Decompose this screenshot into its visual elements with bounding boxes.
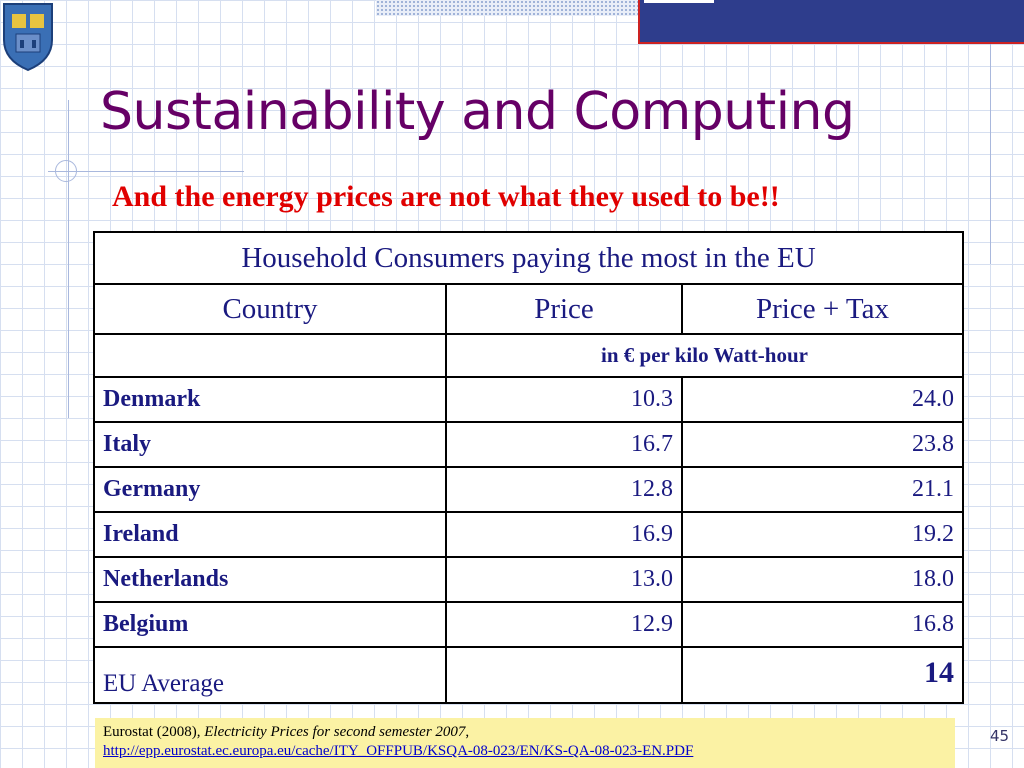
price-cell: 16.7 [445, 421, 683, 468]
table-row: Belgium 12.9 16.8 [93, 601, 964, 648]
table-row: Netherlands 13.0 18.0 [93, 556, 964, 603]
slide-subtitle: And the energy prices are not what they … [112, 180, 780, 213]
price-tax-cell: 24.0 [681, 376, 964, 423]
average-label: EU Average [93, 646, 447, 704]
price-cell: 13.0 [445, 556, 683, 603]
column-header-country: Country [93, 283, 447, 335]
table-row: Germany 12.8 21.1 [93, 466, 964, 513]
table-row: Italy 16.7 23.8 [93, 421, 964, 468]
guide-line-vertical [68, 100, 69, 418]
header-bar [638, 0, 1024, 44]
table-row-average: EU Average 14 [93, 646, 964, 704]
price-tax-cell: 19.2 [681, 511, 964, 558]
price-cell: 12.8 [445, 466, 683, 513]
price-tax-cell: 23.8 [681, 421, 964, 468]
page-number: 45 [990, 727, 1010, 745]
table-caption: Household Consumers paying the most in t… [93, 231, 964, 285]
table-row: Ireland 16.9 19.2 [93, 511, 964, 558]
column-header-price-tax: Price + Tax [681, 283, 964, 335]
country-cell: Denmark [93, 376, 447, 423]
price-cell: 16.9 [445, 511, 683, 558]
source-title: Electricity Prices for second semester 2… [204, 724, 466, 740]
country-cell: Ireland [93, 511, 447, 558]
source-prefix: Eurostat (2008), [103, 724, 205, 740]
source-link[interactable]: http://epp.eurostat.ec.europa.eu/cache/I… [103, 743, 694, 759]
price-cell: 10.3 [445, 376, 683, 423]
slide-title: Sustainability and Computing [100, 82, 855, 142]
table-row: Denmark 10.3 24.0 [93, 376, 964, 423]
country-cell: Germany [93, 466, 447, 513]
price-tax-cell: 18.0 [681, 556, 964, 603]
country-cell: Belgium [93, 601, 447, 648]
coat-of-arms-icon [0, 0, 56, 72]
header-pattern [376, 0, 638, 16]
average-price-cell [445, 646, 683, 704]
column-header-price: Price [445, 283, 683, 335]
reticle-circle [55, 160, 77, 182]
energy-price-table: Household Consumers paying the most in t… [93, 231, 964, 704]
source-citation: Eurostat (2008), Electricity Prices for … [95, 718, 955, 768]
country-cell: Netherlands [93, 556, 447, 603]
units-label: in € per kilo Watt-hour [445, 333, 964, 378]
source-suffix: , [465, 724, 470, 740]
price-tax-cell: 21.1 [681, 466, 964, 513]
price-cell: 12.9 [445, 601, 683, 648]
guide-line-right [990, 44, 991, 264]
guide-line-horizontal [48, 171, 244, 172]
price-tax-cell: 16.8 [681, 601, 964, 648]
units-empty-cell [93, 333, 447, 378]
country-cell: Italy [93, 421, 447, 468]
average-price-tax-cell: 14 [681, 646, 964, 704]
